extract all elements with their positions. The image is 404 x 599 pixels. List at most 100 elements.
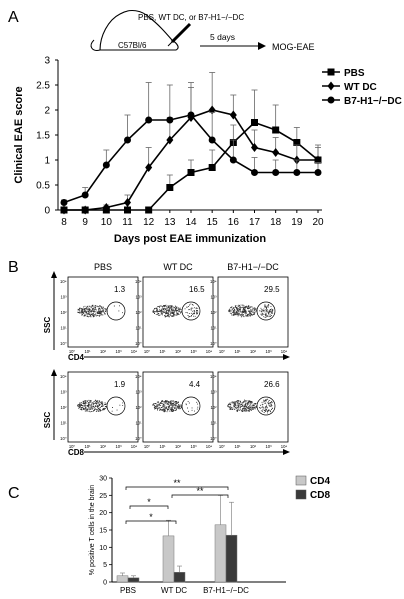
panel-a-point	[187, 111, 195, 119]
flow-x-tick-label: 10³	[265, 444, 272, 449]
panel-c-y-tick-label: 10	[99, 545, 107, 552]
panel-c-bar-cd4	[214, 524, 227, 583]
flow-event-cluster	[227, 399, 258, 413]
flow-x-tick-label: 10¹	[84, 349, 91, 354]
flow-x-tick-label: 10³	[115, 444, 122, 449]
flow-y-tick-label: 10⁴	[60, 279, 67, 284]
flow-gate	[181, 301, 201, 321]
flow-y-tick-label: 10¹	[135, 421, 142, 426]
panel-a-y-tick-label: 1.5	[36, 131, 50, 142]
flow-y-tick-label: 10⁰	[135, 436, 142, 441]
panel-c-legend-swatch	[295, 475, 307, 486]
panel-a-point	[251, 119, 258, 126]
panel-label-a: A	[8, 9, 19, 26]
panel-a-point	[102, 161, 110, 169]
panel-a-point	[272, 126, 280, 134]
flow-x-tick-label: 10²	[250, 349, 257, 354]
panel-c-significance-bracket	[129, 505, 169, 509]
panel-a-line	[63, 114, 318, 204]
panel-a-point	[251, 169, 258, 176]
panel-c-bar-cd4	[116, 575, 129, 583]
panel-a-point	[145, 163, 153, 172]
flow-y-tick-label: 10³	[210, 390, 217, 395]
panel-a-y-tick-label: 2	[44, 106, 50, 117]
panel-a-y-tick-label: 2.5	[36, 81, 50, 92]
flow-column-header-wt-dc: WT DC	[163, 262, 193, 272]
panel-a-point	[251, 143, 258, 152]
flow-x-tick-label: 10²	[175, 349, 182, 354]
mouse-strain-label: C57Bl/6	[118, 41, 147, 50]
flow-y-tick-label: 10²	[135, 310, 142, 315]
flow-x-tick-label: 10³	[190, 444, 197, 449]
panel-a-x-tick-label: 13	[164, 217, 176, 228]
flow-gated-events	[259, 398, 273, 414]
flow-x-tick-label: 10⁰	[69, 444, 76, 449]
flow-y-tick-label: 10⁴	[60, 374, 67, 379]
flow-row2-x-arrow-head-icon	[283, 449, 290, 455]
panel-c-significance-label: **	[173, 478, 181, 488]
flow-gated-events	[113, 305, 123, 314]
flow-y-tick-label: 10¹	[60, 421, 67, 426]
panel-c-y-tick-label: 0	[103, 580, 107, 587]
panel-c-bar-cd4	[162, 535, 175, 583]
panel-c-y-tick-label: 15	[99, 528, 107, 535]
panel-a-point	[272, 148, 280, 157]
flow-gated-events	[259, 304, 274, 318]
panel-a-x-tick-label: 11	[122, 217, 133, 228]
panel-a-point	[60, 205, 68, 215]
flow-gated-events	[185, 401, 199, 412]
mouse-silhouette-icon	[99, 9, 179, 51]
flow-row2-marker-label: CD8	[68, 448, 85, 457]
flow-y-tick-label: 10³	[135, 390, 142, 395]
flow-y-tick-label: 10²	[210, 405, 217, 410]
panel-a-point	[145, 116, 153, 124]
flow-gate-percentage: 29.5	[264, 285, 280, 294]
panel-label-b: B	[8, 259, 19, 276]
panel-a-point	[208, 136, 216, 144]
panel-c-chart: % positive T cells in the brain 0 5 10 15 20…	[89, 476, 330, 596]
panel-a-chart: Clinical EAE score Days post EAE immuniz…	[13, 56, 402, 246]
flow-gate	[181, 396, 201, 416]
mouse-tail-icon	[90, 39, 101, 51]
panel-a-point	[208, 164, 216, 171]
flow-y-tick-label: 10³	[210, 295, 217, 300]
flow-event-cluster	[152, 400, 183, 413]
panel-label-c: C	[8, 485, 20, 502]
panel-c-bar-cd8	[173, 572, 186, 583]
panel-a-legend-label: PBS	[344, 68, 365, 79]
flow-gate	[256, 396, 276, 416]
timeline-arrow-head-icon	[258, 42, 266, 50]
flow-y-tick-label: 10⁰	[210, 341, 217, 346]
flow-column-header-b7h1-dc: B7-H1−/−DC	[227, 262, 279, 272]
panel-a-y-tick-label: 0	[44, 206, 50, 217]
panel-a-y-label: Clinical EAE score	[13, 86, 25, 183]
panel-a-point	[124, 136, 131, 144]
flow-y-tick-label: 10⁰	[135, 341, 142, 346]
panel-a-point	[166, 116, 174, 124]
flow-y-tick-label: 10⁰	[210, 436, 217, 441]
panel-a-legend-marker	[327, 68, 335, 76]
panel-a-legend-marker	[327, 81, 335, 91]
panel-a-legend: PBS WT DC B7-H1−/−DC	[322, 68, 402, 107]
panel-a-series-circle	[60, 82, 322, 206]
panel-a-point	[314, 169, 322, 176]
flow-x-tick-label: 10³	[115, 349, 122, 354]
panel-c-y-tick-label: 5	[103, 562, 107, 569]
flow-y-tick-label: 10⁴	[135, 374, 142, 379]
panel-c-category-label: PBS	[120, 586, 136, 595]
flow-row2-y-arrow-head-icon	[51, 369, 57, 376]
flow-y-tick-label: 10³	[60, 390, 67, 395]
flow-x-tick-label: 10⁴	[281, 349, 288, 354]
flow-y-tick-label: 10¹	[135, 326, 142, 331]
panel-c-significance-label: *	[147, 497, 151, 507]
panel-c-category-label: B7-H1−/−DC	[203, 586, 249, 595]
flow-y-tick-label: 10³	[135, 295, 142, 300]
flow-gated-events	[111, 402, 124, 412]
